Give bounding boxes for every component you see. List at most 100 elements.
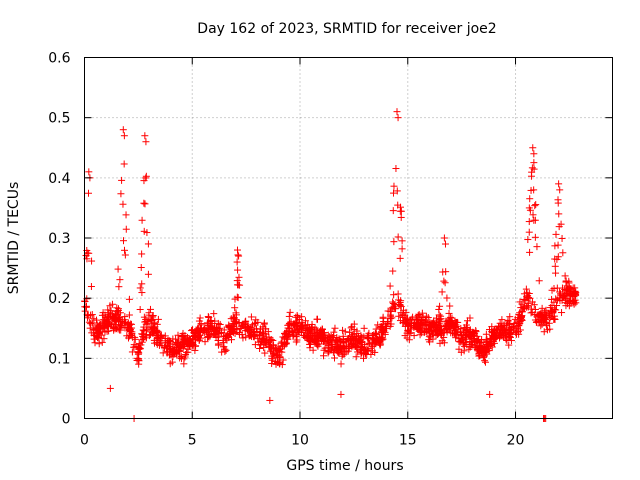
data-point [104,317,112,325]
data-point [486,390,494,398]
data-point [441,323,449,331]
data-point [527,186,535,194]
data-point [222,346,230,354]
data-point [251,341,259,349]
data-point [513,324,521,332]
data-point [488,328,496,336]
data-point [273,358,281,366]
data-point [554,253,562,261]
data-point [118,176,126,184]
data-point [153,338,161,346]
data-point [95,340,103,348]
data-point [554,241,562,249]
data-point [446,319,454,327]
data-point [190,333,198,341]
data-point [120,132,128,140]
data-point [386,282,394,290]
data-point [346,328,354,336]
data-point [327,345,335,353]
data-point [140,177,148,185]
data-point [382,323,390,331]
data-point [514,314,522,322]
data-point [243,326,251,334]
data-point [293,336,301,344]
data-point [290,331,298,339]
data-point [234,246,242,254]
x-axis-label: GPS time / hours [286,458,403,474]
data-point [561,272,569,280]
data-point [87,283,95,291]
data-point [119,126,127,134]
data-point [520,304,528,312]
data-marks [81,108,580,422]
data-point [425,333,433,341]
data-point [551,262,559,270]
data-point [360,324,368,332]
data-point [327,333,335,341]
data-point [360,346,368,354]
data-point [526,206,534,214]
data-point [249,333,257,341]
data-point [215,326,223,334]
data-point [398,237,406,245]
data-point [390,238,398,246]
data-point [140,199,148,207]
data-point [229,327,237,335]
data-point [168,358,176,366]
data-point [479,352,487,360]
data-point [416,319,424,327]
data-point [475,343,483,351]
data-point [465,332,473,340]
data-point [266,396,274,404]
data-point [320,352,328,360]
data-point [142,138,150,146]
data-point [441,279,449,287]
data-point [376,341,384,349]
data-point [387,312,395,320]
data-point [335,335,343,343]
data-point [196,328,204,336]
data-point [88,319,96,327]
data-point [95,329,103,337]
data-point [140,227,148,235]
data-point [128,329,136,337]
data-point [348,323,356,331]
data-point [142,172,150,180]
data-point [268,359,276,367]
data-point [132,342,140,350]
data-point [330,346,338,354]
data-point [515,321,523,329]
data-point [120,237,128,245]
data-point [442,268,450,276]
data-point [293,311,301,319]
data-point [525,218,533,226]
data-point [207,316,215,324]
data-point [397,213,405,221]
data-point [360,354,368,362]
data-point [491,325,499,333]
data-point [177,352,185,360]
data-point [446,302,454,310]
data-point [465,345,473,353]
data-point [340,344,348,352]
data-point [279,333,287,341]
data-point [140,327,148,335]
data-point [150,328,158,336]
data-point [455,337,463,345]
data-point [536,310,544,318]
data-point [262,336,270,344]
data-point [275,346,283,354]
data-point [125,295,133,303]
data-point [114,265,122,273]
data-point [196,314,204,322]
data-point [215,333,223,341]
data-point [107,307,115,315]
data-point [475,336,483,344]
data-point [122,225,130,233]
data-point [392,164,400,172]
data-point [399,311,407,319]
data-point [262,339,270,347]
data-point [543,326,551,334]
data-point [172,346,180,354]
data-point [90,335,98,343]
